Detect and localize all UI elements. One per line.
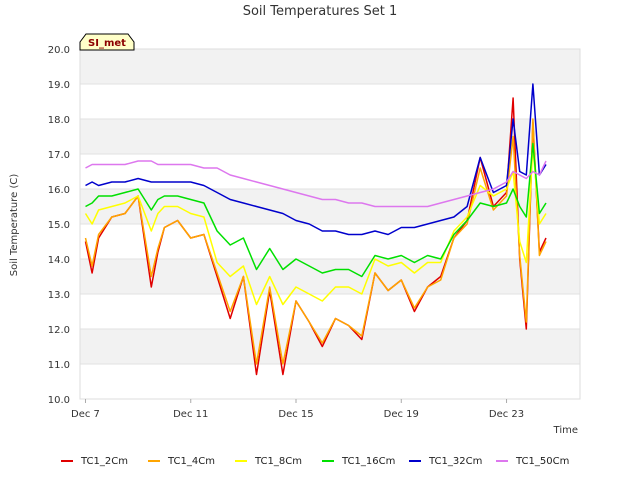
series-line-tc1_8cm <box>84 146 547 306</box>
y-tick-label: 11.0 <box>48 360 70 371</box>
x-axis-ticks: Dec 7 Dec 11 Dec 15 Dec 19 Dec 23 <box>71 399 524 420</box>
y-tick-label: 13.0 <box>48 290 70 301</box>
y-axis-ticks: 10.0 11.0 12.0 13.0 14.0 15.0 16.0 17.0 18.0 19.0… <box>48 45 70 406</box>
grid-band <box>80 49 580 84</box>
grid-lines <box>79 48 581 400</box>
x-tick-label: Dec 23 <box>489 409 524 420</box>
legend-label: TC1_50Cm <box>515 456 569 467</box>
x-axis-label: Time <box>553 425 578 436</box>
x-tick-label: Dec 11 <box>173 409 208 420</box>
x-tick-label: Dec 7 <box>71 409 100 420</box>
legend-label: TC1_8Cm <box>254 456 302 467</box>
legend-label: TC1_32Cm <box>428 456 482 467</box>
legend-label: TC1_4Cm <box>167 456 215 467</box>
badge-shape <box>79 33 135 51</box>
grid-band <box>80 119 580 154</box>
legend-label: TC1_2Cm <box>80 456 128 467</box>
grid-band <box>80 259 580 294</box>
y-tick-label: 19.0 <box>48 80 70 91</box>
y-tick-label: 17.0 <box>48 150 70 161</box>
grid-band <box>80 329 580 364</box>
series-line-tc1_32cm <box>85 83 547 236</box>
y-tick-label: 15.0 <box>48 220 70 231</box>
legend-label: TC1_16Cm <box>341 456 395 467</box>
plot-border <box>79 48 581 400</box>
y-tick-label: 12.0 <box>48 325 70 336</box>
y-tick-label: 20.0 <box>48 45 70 56</box>
x-tick-label: Dec 15 <box>278 409 313 420</box>
series-lines <box>84 83 547 376</box>
y-axis-label: Soil Temperature (C) <box>9 174 20 277</box>
badge-label: SI_met <box>88 38 126 49</box>
y-tick-label: 10.0 <box>48 395 70 406</box>
legend: TC1_2Cm TC1_4Cm TC1_8Cm TC1_16Cm TC1_32Cm TC1… <box>61 456 569 467</box>
series-line-tc1_16cm <box>85 142 547 278</box>
series-line-tc1_2cm <box>84 97 547 376</box>
y-tick-label: 16.0 <box>48 185 70 196</box>
y-tick-label: 18.0 <box>48 115 70 126</box>
chart-title: Soil Temperatures Set 1 <box>243 4 398 19</box>
station-badge: SI_met <box>79 33 135 51</box>
series-line-tc1_50cm <box>85 160 547 208</box>
y-tick-label: 14.0 <box>48 255 70 266</box>
x-tick-label: Dec 19 <box>384 409 419 420</box>
